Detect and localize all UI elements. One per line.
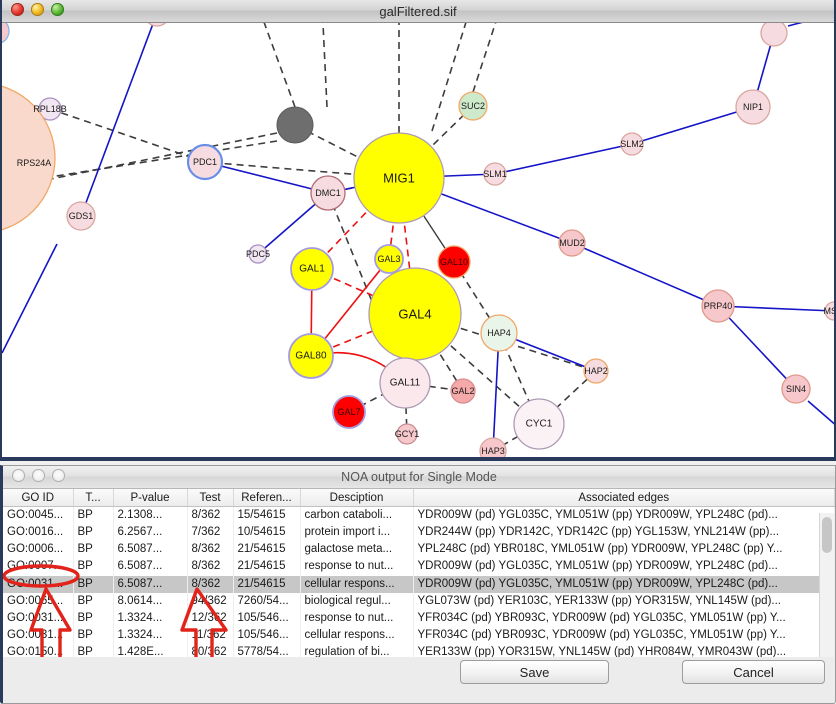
svg-text:GAL10: GAL10: [440, 257, 468, 267]
svg-text:SLM2: SLM2: [620, 139, 644, 149]
svg-text:GAL7: GAL7: [337, 407, 360, 417]
svg-text:MIG1: MIG1: [383, 171, 415, 186]
svg-text:SLM1: SLM1: [483, 169, 507, 179]
svg-text:PRP40: PRP40: [704, 301, 733, 311]
svg-text:HAP4: HAP4: [487, 328, 511, 338]
svg-text:PDC1: PDC1: [193, 157, 217, 167]
svg-text:GAL2: GAL2: [451, 386, 474, 396]
svg-text:PDC5: PDC5: [246, 249, 270, 259]
svg-text:SUC2: SUC2: [461, 101, 485, 111]
svg-text:GAL80: GAL80: [295, 351, 327, 362]
svg-text:SIN4: SIN4: [786, 384, 806, 394]
svg-text:GCY1: GCY1: [395, 429, 420, 439]
svg-text:MSI1: MSI1: [823, 306, 836, 316]
svg-text:HAP2: HAP2: [584, 366, 608, 376]
svg-text:NIP1: NIP1: [743, 102, 763, 112]
svg-text:MUD2: MUD2: [559, 238, 585, 248]
svg-text:GAL11: GAL11: [390, 378, 421, 389]
svg-text:HAP3: HAP3: [481, 446, 505, 456]
svg-text:DMC1: DMC1: [315, 188, 341, 198]
svg-text:RPL18B: RPL18B: [33, 104, 67, 114]
svg-text:GAL1: GAL1: [299, 264, 325, 275]
svg-text:GAL4: GAL4: [398, 307, 431, 322]
svg-text:CYC1: CYC1: [526, 419, 553, 430]
svg-text:GAL3: GAL3: [377, 254, 400, 264]
svg-text:RPS24A: RPS24A: [17, 158, 52, 168]
svg-text:GDS1: GDS1: [69, 211, 94, 221]
